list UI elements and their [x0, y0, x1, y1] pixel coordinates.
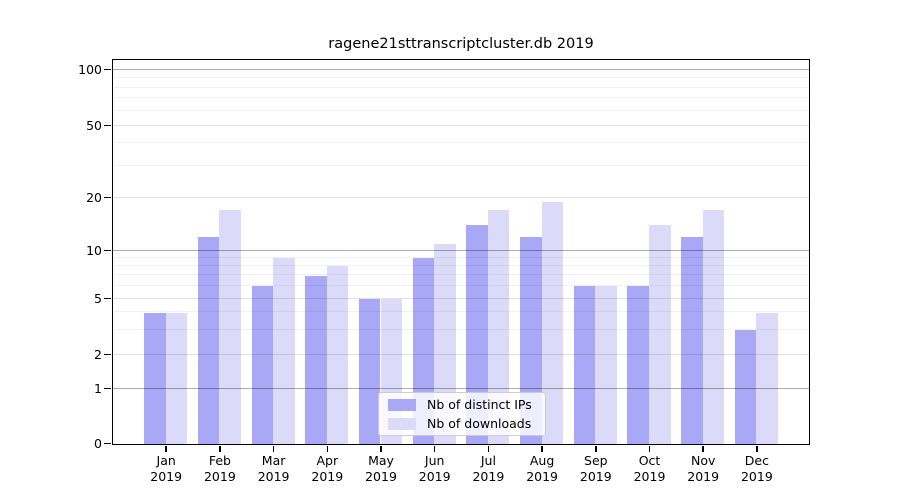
- gridline-5: [113, 297, 809, 299]
- x-tick-label-oct-2019: Oct 2019: [633, 453, 666, 484]
- x-tick-label-jun-2019: Jun 2019: [418, 453, 451, 484]
- bar-downloads-feb-2019: [219, 210, 241, 444]
- x-tick-label-feb-2019: Feb 2019: [203, 453, 236, 484]
- gridline-70: [113, 97, 809, 99]
- x-tick-label-apr-2019: Apr 2019: [311, 453, 344, 484]
- gridline-30: [113, 164, 809, 166]
- x-tick-mark-sep-2019: [595, 446, 597, 452]
- gridline-7: [113, 274, 809, 276]
- bar-downloads-mar-2019: [273, 258, 295, 444]
- bar-distinct-ips-jul-2019: [466, 225, 488, 444]
- gridline-1: [113, 387, 809, 389]
- gridline-4: [113, 311, 809, 313]
- bar-downloads-jul-2019: [487, 210, 510, 444]
- y-tick-label-20: 20: [86, 189, 102, 205]
- gridline-8: [113, 264, 809, 266]
- legend-swatch-distinct-ips: [388, 398, 416, 411]
- y-tick-label-1: 1: [94, 380, 102, 396]
- y-tick-label-2: 2: [94, 346, 102, 362]
- x-tick-mark-may-2019: [380, 446, 382, 452]
- bar-downloads-dec-2019: [756, 312, 778, 444]
- bar-distinct-ips-dec-2019: [734, 330, 757, 444]
- bar-distinct-ips-mar-2019: [251, 286, 274, 444]
- gridline-50: [113, 124, 809, 126]
- legend-swatch-downloads: [388, 417, 416, 430]
- gridline-100: [113, 68, 809, 70]
- y-tick-label-100: 100: [78, 61, 102, 77]
- legend-item-downloads: Nb of downloads: [388, 416, 536, 431]
- legend-label-downloads: Nb of downloads: [427, 416, 532, 431]
- x-tick-mark-feb-2019: [219, 446, 221, 452]
- y-tick-mark-100: [104, 68, 111, 71]
- y-tick-mark-0: [104, 442, 111, 445]
- bar-downloads-jan-2019: [165, 312, 188, 444]
- gridline-40: [113, 142, 809, 144]
- x-tick-label-nov-2019: Nov 2019: [687, 453, 720, 484]
- gridline-6: [113, 284, 809, 286]
- bar-distinct-ips-feb-2019: [197, 237, 220, 444]
- legend-item-distinct-ips: Nb of distinct IPs: [388, 397, 536, 412]
- x-tick-label-dec-2019: Dec 2019: [740, 453, 773, 484]
- y-tick-mark-1: [104, 387, 111, 390]
- legend-label-distinct-ips: Nb of distinct IPs: [427, 397, 532, 412]
- bar-distinct-ips-oct-2019: [627, 286, 649, 444]
- bar-distinct-ips-nov-2019: [681, 237, 703, 444]
- y-tick-label-10: 10: [86, 242, 102, 258]
- x-tick-label-aug-2019: Aug 2019: [526, 453, 558, 484]
- plot-area: Nb of distinct IPs Nb of downloads: [112, 59, 810, 445]
- bar-downloads-apr-2019: [326, 266, 349, 444]
- x-tick-mark-mar-2019: [272, 446, 275, 452]
- x-tick-mark-jul-2019: [487, 446, 490, 452]
- bar-downloads-nov-2019: [702, 210, 725, 444]
- x-tick-mark-jan-2019: [165, 446, 167, 452]
- gridline-2: [113, 353, 809, 355]
- bar-distinct-ips-may-2019: [358, 299, 381, 444]
- y-tick-mark-5: [104, 297, 111, 300]
- bar-downloads-sep-2019: [595, 286, 617, 444]
- y-tick-mark-10: [104, 249, 111, 252]
- bar-downloads-oct-2019: [649, 225, 671, 444]
- chart-title: ragene21sttranscriptcluster.db 2019: [328, 36, 594, 52]
- y-tick-mark-50: [104, 124, 111, 127]
- bar-distinct-ips-sep-2019: [573, 286, 596, 444]
- y-tick-mark-2: [104, 353, 111, 356]
- legend: Nb of distinct IPs Nb of downloads: [378, 392, 546, 436]
- bar-distinct-ips-apr-2019: [305, 275, 327, 444]
- y-tick-mark-20: [104, 196, 111, 199]
- x-tick-label-may-2019: May 2019: [365, 453, 397, 484]
- x-tick-mark-aug-2019: [541, 446, 543, 452]
- x-tick-label-jul-2019: Jul 2019: [472, 453, 505, 484]
- bar-distinct-ips-jan-2019: [144, 312, 166, 444]
- x-tick-mark-oct-2019: [648, 446, 651, 452]
- x-tick-mark-dec-2019: [756, 446, 758, 452]
- gridline-3: [113, 328, 809, 330]
- x-tick-label-jan-2019: Jan 2019: [150, 453, 183, 484]
- gridline-10: [113, 249, 809, 251]
- x-tick-mark-apr-2019: [326, 446, 329, 452]
- x-tick-mark-nov-2019: [702, 446, 704, 452]
- y-tick-label-0: 0: [94, 435, 102, 451]
- y-tick-label-50: 50: [86, 117, 102, 133]
- x-tick-label-sep-2019: Sep 2019: [579, 453, 612, 484]
- x-tick-label-mar-2019: Mar 2019: [257, 453, 290, 484]
- bar-downloads-aug-2019: [541, 201, 564, 444]
- gridline-9: [113, 256, 809, 258]
- gridline-90: [113, 77, 809, 78]
- gridline-80: [113, 86, 809, 88]
- gridline-60: [113, 109, 809, 111]
- x-tick-mark-jun-2019: [433, 446, 436, 452]
- y-tick-label-5: 5: [94, 290, 102, 306]
- gridline-20: [113, 196, 809, 198]
